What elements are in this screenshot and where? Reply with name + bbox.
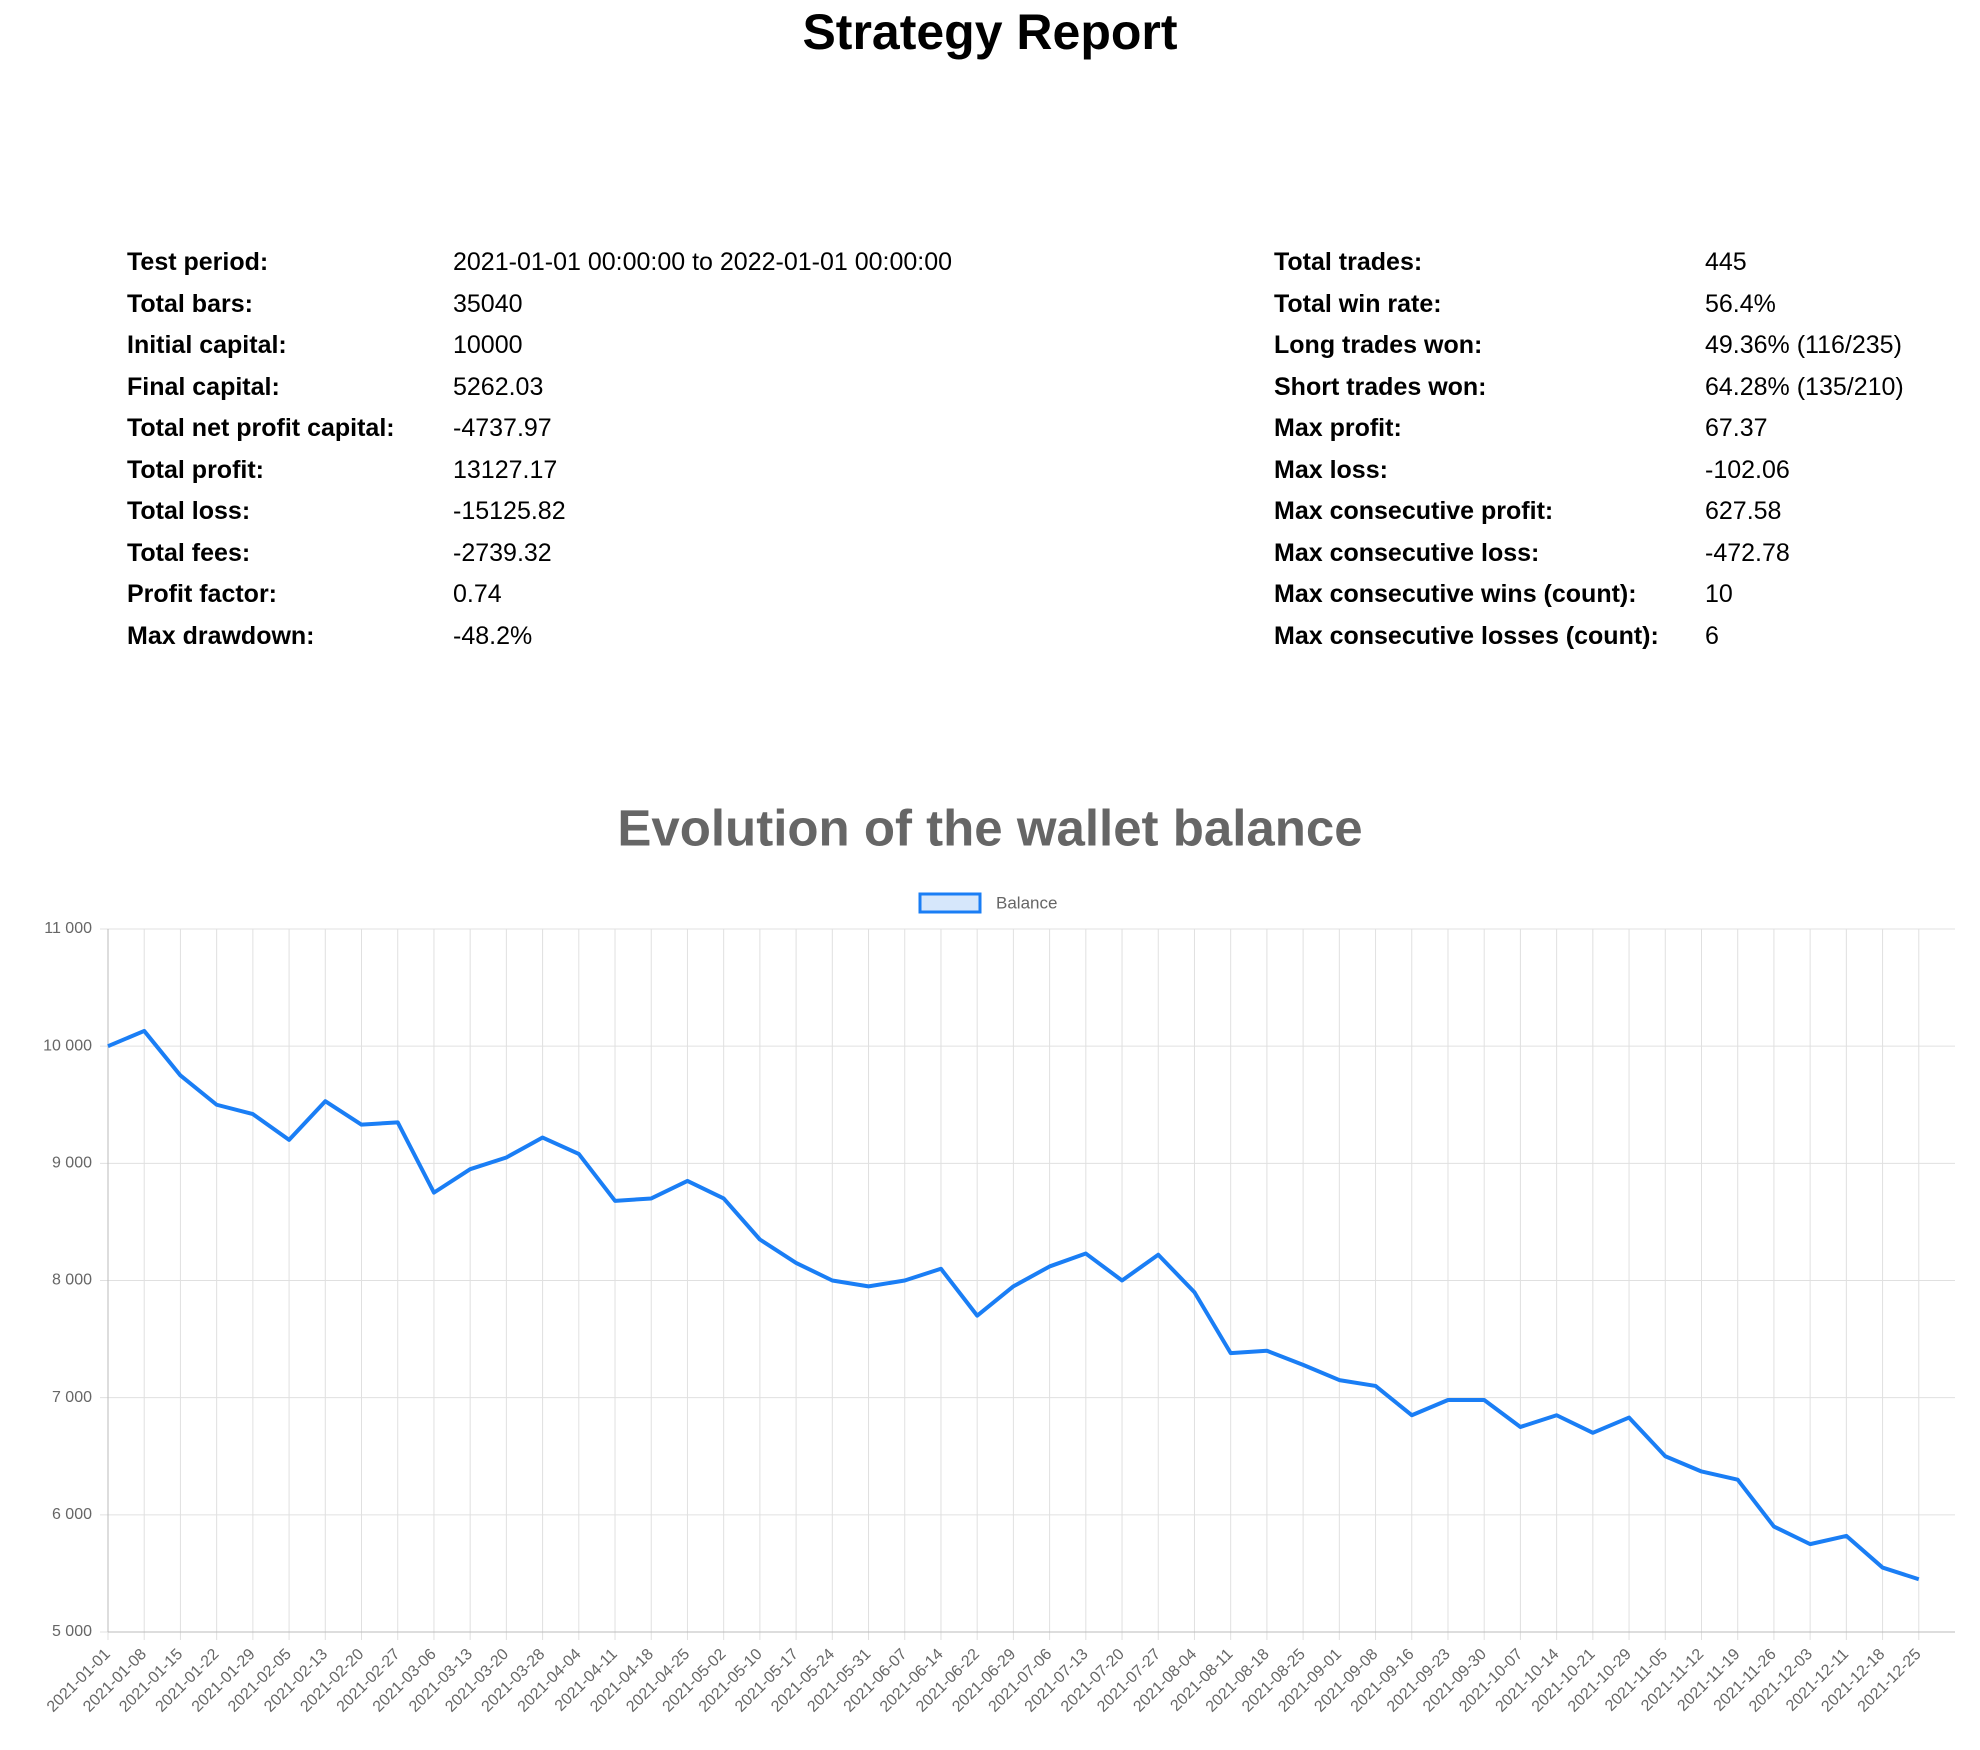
y-tick-label: 7 000: [52, 1389, 92, 1406]
stat-label: Total net profit capital:: [127, 414, 395, 442]
stat-row: Total fees: -2739.32: [127, 533, 927, 575]
stat-value: 13127.17: [453, 455, 558, 484]
stat-row: Max consecutive loss: -472.78: [1274, 533, 1954, 575]
stat-row: Long trades won: 49.36% (116/235): [1274, 325, 1954, 367]
stat-row: Initial capital: 10000: [127, 325, 927, 367]
stat-row: Max consecutive losses (count): 6: [1274, 616, 1954, 658]
chart: Evolution of the wallet balance 5 000 6 0…: [43, 799, 1955, 1716]
stat-row: Test period: 2021-01-01 00:00:00 to 2022-…: [127, 242, 952, 284]
stat-value: 64.28% (135/210): [1705, 372, 1904, 401]
y-tick-label: 8 000: [52, 1272, 92, 1289]
stat-row: Total net profit capital: -4737.97: [127, 408, 927, 450]
stat-label: Total loss:: [127, 497, 251, 525]
stat-label: Max consecutive profit:: [1274, 497, 1554, 525]
stat-row: Short trades won: 64.28% (135/210): [1274, 367, 1954, 409]
stat-label: Long trades won:: [1274, 331, 1483, 359]
stat-row: Max loss: -102.06: [1274, 450, 1954, 492]
stat-label: Initial capital:: [127, 331, 287, 359]
stat-row: Max consecutive profit: 627.58: [1274, 491, 1954, 533]
y-tick-label: 5 000: [52, 1623, 92, 1640]
stat-label: Total fees:: [127, 538, 251, 567]
stat-row: Profit factor: 0.74: [127, 574, 927, 616]
stat-row: Max profit: 67.37: [1274, 408, 1954, 450]
stat-value: -48.2%: [453, 621, 533, 650]
stat-value: 627.58: [1705, 497, 1782, 525]
legend-swatch: [918, 892, 982, 914]
stat-value: 5262.03: [453, 372, 544, 401]
stat-value: -4737.97: [453, 414, 552, 442]
stat-label: Max consecutive loss:: [1274, 538, 1540, 567]
stat-label: Final capital:: [127, 372, 280, 401]
stat-value: 56.4%: [1705, 289, 1776, 318]
stat-label: Max drawdown:: [127, 621, 315, 650]
stat-row: Total loss: -15125.82: [127, 491, 927, 533]
page-title: Strategy Report: [802, 4, 1178, 60]
balance-line: [107, 1028, 1920, 1582]
stat-label: Test period:: [127, 248, 269, 276]
stat-row: Max drawdown: -48.2%: [127, 616, 927, 658]
stat-label: Profit factor:: [127, 580, 277, 608]
stat-row: Total bars: 35040: [127, 284, 927, 326]
stat-row: Final capital: 5262.03: [127, 367, 927, 409]
stat-value: -102.06: [1705, 455, 1790, 484]
stat-value: 35040: [453, 289, 523, 318]
legend-label: Balance: [996, 893, 1057, 912]
stat-label: Total trades:: [1274, 248, 1423, 276]
stat-label: Max consecutive losses (count):: [1274, 621, 1659, 650]
stat-label: Short trades won:: [1274, 372, 1487, 401]
stat-label: Max profit:: [1274, 414, 1402, 442]
y-tick-label: 9 000: [52, 1155, 92, 1172]
stat-value: -2739.32: [453, 538, 552, 567]
stat-label: Total bars:: [127, 289, 253, 318]
stat-value: 445: [1705, 248, 1747, 276]
stat-value: -472.78: [1705, 538, 1790, 567]
stat-row: Total win rate: 56.4%: [1274, 284, 1954, 326]
stat-value: 49.36% (116/235): [1705, 331, 1902, 359]
stat-row: Max consecutive wins (count): 10: [1274, 574, 1954, 616]
stat-label: Max consecutive wins (count):: [1274, 580, 1637, 608]
stat-value: -15125.82: [453, 497, 566, 525]
stat-row: Total profit: 13127.17: [127, 450, 927, 492]
chart-title: Evolution of the wallet balance: [617, 799, 1362, 856]
y-tick-label: 6 000: [52, 1506, 92, 1523]
stat-label: Total profit:: [127, 455, 264, 484]
y-tick-label: 11 000: [44, 920, 92, 937]
stat-value: 2021-01-01 00:00:00 to 2022-01-01 00:00:…: [453, 248, 953, 276]
stat-label: Max loss:: [1274, 455, 1388, 484]
stat-row: Total trades: 445: [1274, 242, 1954, 284]
stat-value: 10: [1705, 580, 1733, 608]
stats-right: Total trades: 445 Total win rate: 56.4% Long…: [1274, 242, 1954, 657]
stat-value: 0.74: [453, 580, 502, 608]
stat-value: 6: [1705, 621, 1719, 650]
y-tick-label: 10 000: [43, 1037, 92, 1054]
stats-left: Test period: 2021-01-01 00:00:00 to 2022-…: [127, 242, 952, 658]
stat-label: Total win rate:: [1274, 289, 1442, 318]
stat-value: 67.37: [1705, 414, 1768, 442]
stat-value: 10000: [453, 331, 523, 359]
